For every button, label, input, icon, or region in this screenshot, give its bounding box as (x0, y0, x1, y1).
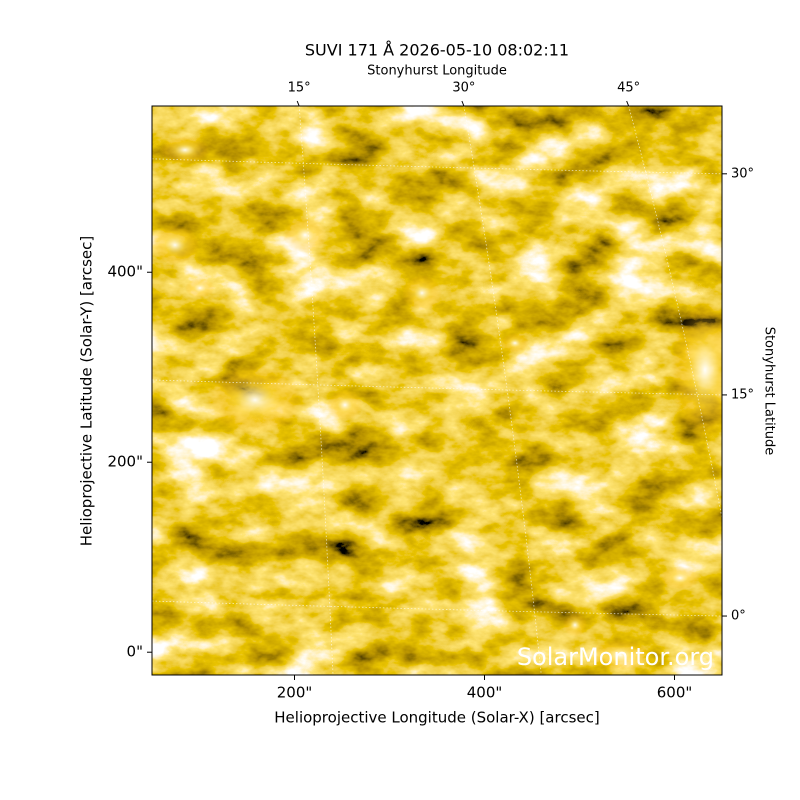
top-axis-label: Stonyhurst Longitude (367, 64, 507, 79)
solar-image (152, 106, 722, 675)
right-tick-label: 30° (731, 166, 754, 181)
coordinate-grid (152, 106, 722, 675)
y-tick-label: 0" (127, 643, 143, 661)
latitude-grid-line (152, 379, 722, 396)
bright-regions (152, 136, 722, 671)
x-tick-label: 200" (277, 684, 313, 702)
x-tick-label: 600" (657, 684, 693, 702)
plot-frame (151, 105, 723, 676)
top-tick-label: 45° (617, 81, 640, 96)
watermark: SolarMonitor.org (517, 643, 714, 671)
x-tick-label: 400" (467, 684, 503, 702)
x-axis-label: Helioprojective Longitude (Solar-X) [arc… (274, 709, 599, 727)
top-tick (626, 100, 630, 107)
chart-title: SUVI 171 Å 2026-05-10 08:02:11 (305, 41, 569, 60)
longitude-grid-line (298, 106, 334, 675)
right-axis-label: Stonyhurst Latitude (762, 327, 777, 456)
longitude-grid-line (463, 106, 542, 675)
top-tick (296, 100, 300, 107)
top-tick-label: 30° (452, 81, 475, 96)
y-tick-label: 400" (107, 263, 143, 281)
right-tick-label: 0° (731, 609, 746, 624)
top-tick-label: 15° (288, 81, 311, 96)
y-axis-label: Helioprojective Latitude (Solar-Y) [arcs… (78, 236, 96, 546)
y-tick-label: 200" (107, 453, 143, 471)
latitude-grid-line (152, 158, 722, 175)
top-tick (461, 100, 465, 107)
right-tick-label: 15° (731, 387, 754, 402)
latitude-grid-line (152, 600, 722, 617)
